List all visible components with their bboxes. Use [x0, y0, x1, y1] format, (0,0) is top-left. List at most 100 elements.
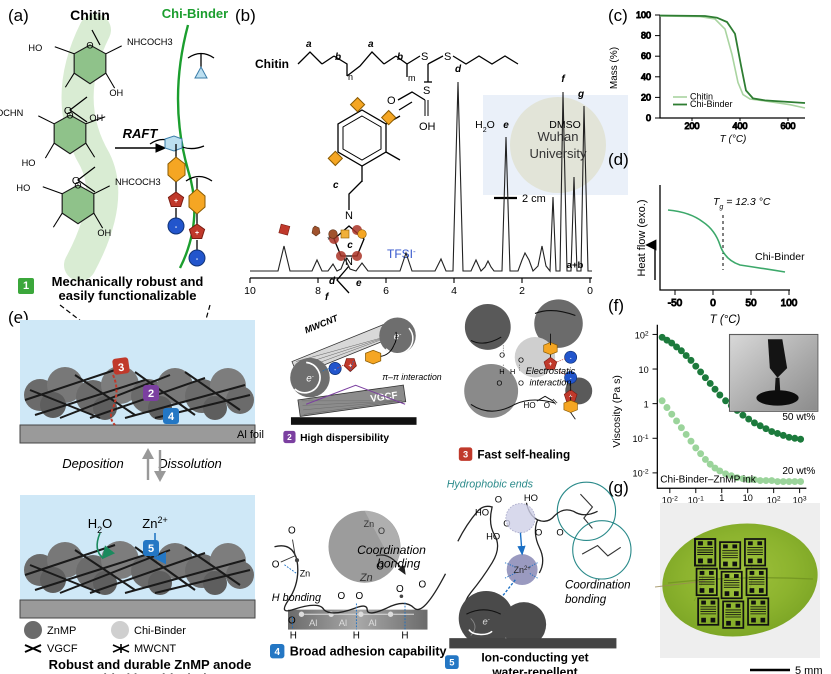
- svg-text:-: -: [334, 367, 336, 373]
- svg-text:O: O: [419, 579, 427, 590]
- svg-text:High dispersibility: High dispersibility: [300, 433, 389, 444]
- svg-text:O: O: [556, 526, 563, 537]
- svg-text:O: O: [535, 526, 542, 537]
- svg-text:2: 2: [519, 285, 525, 297]
- svg-text:OH: OH: [97, 228, 111, 238]
- svg-text:O: O: [74, 181, 81, 191]
- svg-text:Al foil: Al foil: [237, 429, 264, 441]
- svg-text:H: H: [290, 631, 297, 642]
- svg-text:O: O: [518, 379, 524, 388]
- svg-text:10-2: 10-2: [633, 468, 649, 479]
- svg-text:HO: HO: [28, 43, 42, 53]
- svg-text:O: O: [378, 526, 385, 536]
- svg-text:Ion-conducting yet: Ion-conducting yet: [481, 650, 588, 664]
- svg-text:400: 400: [732, 121, 747, 131]
- svg-text:H: H: [401, 631, 408, 642]
- svg-text:HO: HO: [523, 401, 535, 410]
- svg-text:H bonding: H bonding: [272, 592, 321, 604]
- svg-text:Zn: Zn: [359, 572, 373, 584]
- svg-text:O: O: [288, 525, 296, 536]
- svg-text:Coordination: Coordination: [357, 543, 426, 557]
- svg-text:Chi-Binder–ZnMP ink: Chi-Binder–ZnMP ink: [660, 475, 757, 486]
- svg-text:4: 4: [451, 285, 457, 297]
- svg-text:c: c: [333, 180, 339, 191]
- svg-text:Mass (%): Mass (%): [609, 47, 620, 89]
- svg-text:water-repellent: water-repellent: [491, 665, 577, 674]
- svg-text:O: O: [495, 494, 502, 505]
- svg-text:DMSO: DMSO: [549, 119, 581, 131]
- svg-text:Chi-Binder: Chi-Binder: [162, 6, 228, 21]
- svg-text:interaction: interaction: [529, 378, 571, 388]
- svg-text:102: 102: [635, 330, 649, 341]
- svg-text:O: O: [544, 401, 550, 410]
- svg-text:Heat flow (exo.): Heat flow (exo.): [636, 199, 648, 276]
- svg-text:0: 0: [646, 113, 651, 123]
- svg-text:f: f: [561, 74, 566, 85]
- svg-text:MWCNT: MWCNT: [303, 312, 340, 335]
- svg-text:Broad adhesion capability: Broad adhesion capability: [290, 645, 447, 659]
- svg-text:50 wt%: 50 wt%: [782, 412, 815, 423]
- svg-text:2: 2: [287, 432, 292, 442]
- svg-text:O: O: [338, 591, 346, 602]
- svg-text:+: +: [195, 230, 199, 237]
- svg-text:Electrostatic: Electrostatic: [526, 366, 576, 376]
- svg-text:Dissolution: Dissolution: [158, 456, 222, 471]
- svg-text:d: d: [455, 64, 462, 75]
- svg-text:ZnMP: ZnMP: [47, 625, 76, 637]
- svg-text:600: 600: [780, 121, 795, 131]
- svg-text:S: S: [421, 51, 428, 63]
- svg-text:Al: Al: [339, 618, 347, 629]
- svg-text:RAFT: RAFT: [123, 126, 159, 141]
- svg-text:HO: HO: [22, 158, 36, 168]
- svg-text:T (°C): T (°C): [720, 134, 747, 145]
- svg-text:VGCF: VGCF: [47, 643, 78, 655]
- svg-text:Chi-Binder: Chi-Binder: [134, 625, 186, 637]
- svg-text:S: S: [423, 85, 430, 97]
- svg-text:H: H: [510, 367, 515, 376]
- svg-text:5: 5: [148, 543, 154, 555]
- svg-text:0: 0: [710, 298, 716, 309]
- svg-text:HO: HO: [524, 492, 538, 503]
- svg-text:TFSI-: TFSI-: [387, 247, 416, 262]
- svg-text:O: O: [86, 41, 93, 51]
- svg-text:a: a: [368, 39, 374, 50]
- svg-text:-: -: [570, 355, 572, 361]
- svg-text:100: 100: [636, 10, 651, 20]
- svg-text:5: 5: [449, 657, 454, 668]
- svg-text:a: a: [306, 39, 312, 50]
- svg-text:OH: OH: [419, 121, 436, 133]
- svg-text:Zn: Zn: [364, 519, 375, 529]
- svg-text:H: H: [353, 631, 360, 642]
- svg-text:10: 10: [639, 365, 649, 375]
- svg-text:NHCOCH3: NHCOCH3: [127, 37, 173, 47]
- svg-text:g: g: [577, 89, 584, 100]
- svg-text:20 wt%: 20 wt%: [782, 466, 815, 477]
- svg-text:O: O: [66, 111, 73, 121]
- svg-text:O: O: [387, 95, 396, 107]
- svg-text:5 mm: 5 mm: [795, 665, 823, 674]
- svg-text:0: 0: [587, 285, 593, 297]
- svg-text:Hydrophobic ends: Hydrophobic ends: [447, 478, 534, 490]
- svg-text:O: O: [272, 559, 280, 570]
- svg-text:S: S: [444, 51, 451, 63]
- svg-text:40: 40: [641, 72, 651, 82]
- svg-text:+: +: [174, 198, 178, 205]
- svg-text:NHCOCH3: NHCOCH3: [115, 177, 161, 187]
- svg-text:O: O: [518, 356, 524, 365]
- svg-text:1: 1: [644, 400, 649, 410]
- svg-text:HO: HO: [475, 507, 489, 518]
- svg-text:3: 3: [463, 449, 468, 459]
- svg-text:Deposition: Deposition: [62, 456, 123, 471]
- svg-text:Chitin: Chitin: [255, 57, 289, 71]
- svg-text:10-1: 10-1: [633, 434, 649, 445]
- svg-text:O: O: [356, 591, 364, 602]
- svg-text:O: O: [497, 379, 503, 388]
- svg-text:O: O: [288, 615, 296, 626]
- svg-text:50: 50: [745, 298, 757, 309]
- svg-text:Chi-Binder: Chi-Binder: [690, 99, 733, 109]
- svg-text:4: 4: [274, 647, 280, 658]
- svg-text:a+b: a+b: [567, 260, 584, 271]
- svg-text:Chitin: Chitin: [70, 7, 110, 23]
- svg-text:4: 4: [168, 411, 175, 423]
- svg-text:H3COCHN: H3COCHN: [0, 108, 23, 118]
